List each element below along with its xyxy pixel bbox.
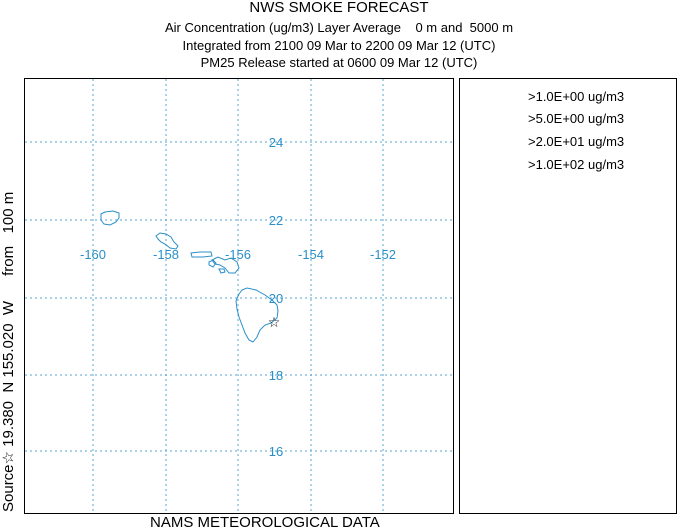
island-hawaii — [235, 287, 279, 343]
island-molokai — [190, 251, 213, 258]
lon-label: -152 — [370, 247, 396, 262]
lat-label: 18 — [269, 368, 283, 383]
subtitle-integration: Integrated from 2100 09 Mar to 2200 09 M… — [182, 38, 496, 53]
lat-label: 20 — [269, 291, 283, 306]
lat-label: 24 — [269, 135, 283, 150]
legend-panel: >1.0E+00 ug/m3 >5.0E+00 ug/m3 >2.0E+01 u… — [459, 78, 677, 514]
lat-label: 22 — [269, 213, 283, 228]
hawaiian-islands — [100, 210, 279, 343]
legend-entry-2: >5.0E+00 ug/m3 — [528, 111, 625, 126]
legend-entry-1: >1.0E+00 ug/m3 — [528, 89, 625, 104]
meteorological-data-caption: NAMS METEOROLOGICAL DATA — [150, 514, 380, 531]
map-panel: -160 -158 -156 -154 -152 24 22 20 18 16 … — [24, 78, 454, 514]
island-kauai — [100, 210, 120, 226]
subtitle-concentration: Air Concentration (ug/m3) Layer Average … — [164, 20, 514, 35]
subtitle-release: PM25 Release started at 0600 09 Mar 12 (… — [200, 55, 478, 70]
island-maui — [211, 256, 240, 274]
lon-label: -154 — [298, 247, 324, 262]
source-location-label: Source☆ 19.380 N 155.020 W from 100 m — [0, 191, 17, 512]
lat-label: 16 — [269, 444, 283, 459]
lon-label: -156 — [225, 247, 251, 262]
lon-label: -160 — [80, 247, 106, 262]
map-canvas: -160 -158 -156 -154 -152 24 22 20 18 16 … — [25, 79, 453, 513]
graticule — [25, 79, 453, 513]
legend-entry-3: >2.0E+01 ug/m3 — [528, 134, 625, 149]
legend-entry-4: >1.0E+02 ug/m3 — [528, 157, 625, 172]
lon-label: -158 — [153, 247, 179, 262]
source-star-icon: ☆ — [268, 314, 281, 330]
map-title: NWS SMOKE FORECAST — [249, 0, 429, 16]
island-kahoolawe — [218, 268, 226, 274]
island-oahu — [155, 232, 179, 250]
